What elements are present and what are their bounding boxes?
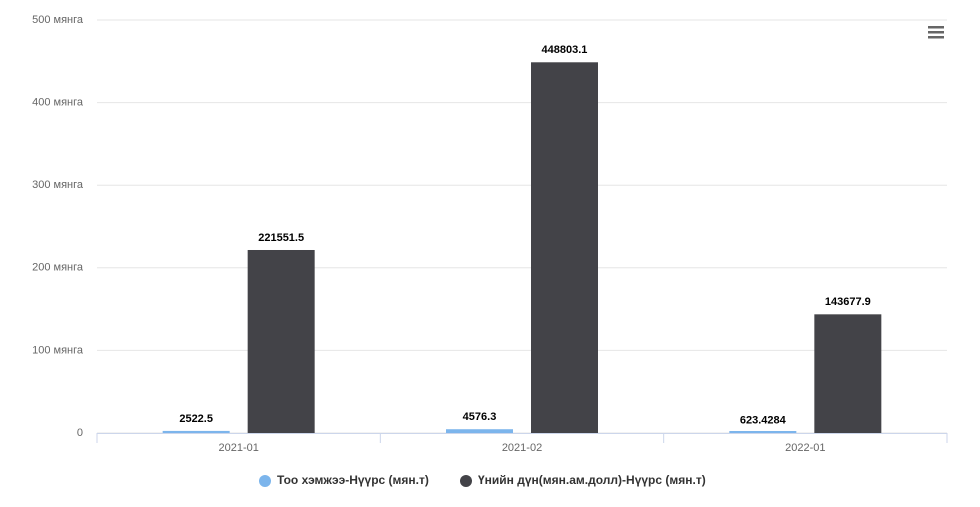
bar <box>729 431 797 433</box>
x-tick-label: 2021-02 <box>502 442 542 454</box>
bar <box>247 249 315 433</box>
bar <box>531 62 598 434</box>
legend-marker <box>259 475 271 487</box>
y-tick-label: 300 мянга <box>32 179 84 191</box>
y-tick-label: 400 мянга <box>32 97 84 109</box>
menu-icon[interactable] <box>928 31 944 34</box>
data-label: 2522.5 <box>179 413 213 425</box>
bar <box>446 429 513 433</box>
data-label: 221551.5 <box>258 232 304 244</box>
bar <box>162 430 230 433</box>
x-tick-label: 2021-01 <box>218 442 258 454</box>
data-label: 143677.9 <box>825 296 871 308</box>
y-tick-label: 100 мянга <box>32 344 84 356</box>
legend-label: Тоо хэмжээ-Нүүрс (мян.т) <box>277 473 429 487</box>
data-label: 448803.1 <box>542 44 588 56</box>
x-tick-label: 2022-01 <box>785 442 825 454</box>
legend-label: Үнийн дүн(мян.ам.долл)-Нүүрс (мян.т) <box>478 473 706 487</box>
menu-icon[interactable] <box>928 26 944 29</box>
y-tick-label: 200 мянга <box>32 262 84 274</box>
menu-button[interactable] <box>922 20 950 44</box>
y-tick-label: 500 мянга <box>32 14 84 26</box>
legend-marker <box>460 475 472 487</box>
data-label: 4576.3 <box>463 411 497 423</box>
data-label: 623.4284 <box>740 414 787 426</box>
y-tick-label: 0 <box>77 427 83 439</box>
bar <box>814 314 882 433</box>
menu-icon[interactable] <box>928 36 944 39</box>
